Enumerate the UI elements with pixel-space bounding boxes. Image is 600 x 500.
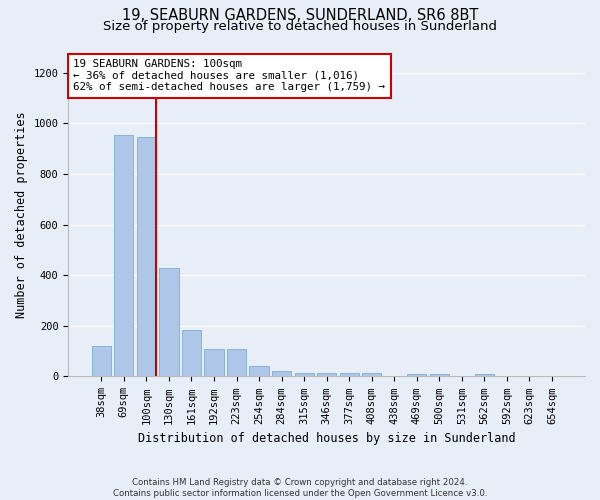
Bar: [272, 372, 291, 376]
Text: Size of property relative to detached houses in Sunderland: Size of property relative to detached ho…: [103, 20, 497, 33]
Bar: [407, 374, 427, 376]
Text: Contains HM Land Registry data © Crown copyright and database right 2024.
Contai: Contains HM Land Registry data © Crown c…: [113, 478, 487, 498]
Bar: [92, 346, 111, 376]
Bar: [295, 374, 314, 376]
Bar: [182, 330, 201, 376]
Text: 19 SEABURN GARDENS: 100sqm
← 36% of detached houses are smaller (1,016)
62% of s: 19 SEABURN GARDENS: 100sqm ← 36% of deta…: [73, 59, 385, 92]
Bar: [114, 135, 133, 376]
Bar: [250, 366, 269, 376]
Bar: [137, 138, 156, 376]
Bar: [340, 372, 359, 376]
Bar: [362, 374, 381, 376]
Text: 19, SEABURN GARDENS, SUNDERLAND, SR6 8BT: 19, SEABURN GARDENS, SUNDERLAND, SR6 8BT: [122, 8, 478, 22]
X-axis label: Distribution of detached houses by size in Sunderland: Distribution of detached houses by size …: [138, 432, 515, 445]
Bar: [430, 374, 449, 376]
Bar: [317, 372, 336, 376]
Bar: [160, 268, 179, 376]
Bar: [205, 348, 224, 376]
Bar: [227, 348, 246, 376]
Bar: [475, 374, 494, 376]
Y-axis label: Number of detached properties: Number of detached properties: [15, 111, 28, 318]
